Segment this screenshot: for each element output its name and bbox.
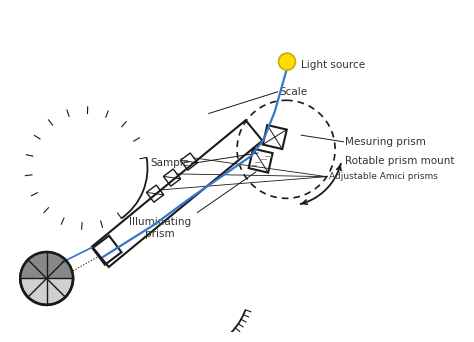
Text: Adjustable Amici prisms: Adjustable Amici prisms (328, 172, 438, 181)
Text: Light source: Light source (301, 61, 365, 70)
Circle shape (20, 252, 73, 305)
Circle shape (279, 53, 295, 70)
Wedge shape (20, 252, 73, 278)
Text: Scale: Scale (280, 87, 308, 97)
Text: Mesuring prism: Mesuring prism (346, 137, 426, 147)
Text: Rotable prism mount: Rotable prism mount (346, 156, 455, 166)
Text: Sample: Sample (151, 158, 190, 169)
Text: Illuminating
prism: Illuminating prism (129, 217, 191, 239)
